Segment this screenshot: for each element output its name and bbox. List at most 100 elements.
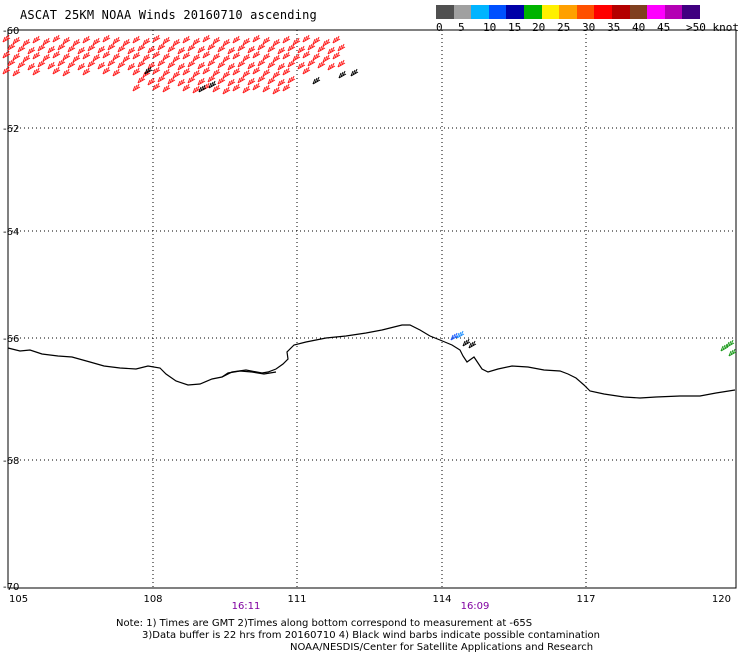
wind-barb [197, 45, 206, 54]
wind-speed-color-legend [436, 5, 700, 19]
wind-barb [162, 36, 171, 45]
wind-barb [147, 77, 156, 86]
wind-barb [462, 338, 471, 347]
wind-barb [222, 86, 231, 95]
wind-barb [272, 70, 281, 79]
wind-barb [142, 37, 151, 46]
wind-barb [728, 348, 737, 357]
wind-barb [332, 51, 341, 60]
wind-barb [272, 54, 281, 63]
wind-barb [212, 36, 221, 45]
longitude-label: 120 [712, 594, 731, 605]
wind-barb [207, 74, 216, 83]
wind-barb [317, 60, 326, 69]
wind-barb [7, 42, 16, 51]
wind-barb [7, 58, 16, 67]
wind-barb [237, 43, 246, 52]
wind-barb [82, 51, 91, 60]
latitude-label: -64 [3, 227, 19, 238]
legend-label: 0 [436, 21, 443, 34]
wind-barb [208, 80, 217, 89]
wind-barb [182, 35, 191, 44]
wind-barb [172, 38, 181, 47]
wind-barb [277, 62, 286, 71]
wind-barb [12, 36, 21, 45]
wind-barb [197, 77, 206, 86]
coastline-inlet [221, 370, 277, 378]
wind-barb [287, 59, 296, 68]
wind-barb [322, 54, 331, 63]
wind-barb [42, 37, 51, 46]
wind-barb [292, 53, 301, 62]
legend-label: 15 [508, 21, 522, 34]
wind-barb [82, 67, 91, 76]
legend-swatch [488, 5, 507, 19]
wind-barb [157, 58, 166, 67]
wind-barb [192, 53, 201, 62]
longitude-labels: 105 108 111 114 117 120 [9, 594, 731, 605]
wind-barb [72, 38, 81, 47]
wind-barb [152, 50, 161, 59]
wind-barb [2, 34, 11, 43]
note-line-1: Note: 1) Times are GMT 2)Times along bot… [116, 618, 533, 629]
wind-barb [157, 42, 166, 51]
wind-barb [27, 62, 36, 71]
wind-barb [167, 44, 176, 53]
wind-barb [202, 66, 211, 75]
wind-barb [252, 82, 261, 91]
wind-barb [187, 59, 196, 68]
legend-label: 5 [458, 21, 465, 34]
wind-barb [297, 61, 306, 70]
legend-label: 20 [532, 21, 546, 34]
wind-barb [22, 38, 31, 47]
wind-barb [152, 66, 161, 75]
longitude-label: 114 [432, 594, 451, 605]
wind-barb [272, 86, 281, 95]
wind-barb [107, 42, 116, 51]
wind-barb [257, 58, 266, 67]
wind-barb [157, 74, 166, 83]
wind-speed-legend-labels: 0 5 10 15 20 25 30 35 40 45 >50 knots [436, 21, 740, 35]
wind-barb [242, 37, 251, 46]
wind-barb [122, 38, 131, 47]
wind-barb [132, 67, 141, 76]
legend-label: 35 [607, 21, 621, 34]
wind-barb [197, 61, 206, 70]
legend-label: 30 [582, 21, 596, 34]
wind-barb [77, 46, 86, 55]
wind-barb [182, 67, 191, 76]
wind-barb [468, 340, 477, 349]
wind-barb [87, 43, 96, 52]
wind-barb [177, 62, 186, 71]
wind-barb [242, 69, 251, 78]
wind-barb [17, 44, 26, 53]
longitude-label: 105 [9, 594, 28, 605]
wind-barb [122, 54, 131, 63]
time-label-1609: 16:09 [461, 601, 490, 612]
wind-barb [162, 68, 171, 77]
wind-barb [117, 44, 126, 53]
wind-barb [182, 51, 191, 60]
wind-barb [287, 43, 296, 52]
wind-barb [47, 61, 56, 70]
wind-barb [262, 52, 271, 61]
wind-barb [222, 54, 231, 63]
legend-label: 40 [632, 21, 646, 34]
wind-barb [97, 61, 106, 70]
wind-barb [282, 67, 291, 76]
wind-barb [177, 46, 186, 55]
wind-barb [2, 50, 11, 59]
legend-swatch [506, 5, 524, 19]
wind-barb [198, 84, 207, 93]
wind-barb [107, 58, 116, 67]
wind-barb [57, 58, 66, 67]
wind-barb [162, 84, 171, 93]
wind-barb [267, 44, 276, 53]
legend-swatch [594, 5, 612, 19]
wind-barb [187, 75, 196, 84]
legend-swatch [436, 5, 454, 19]
latitude-label: -66 [3, 334, 19, 345]
wind-barb [222, 38, 231, 47]
wind-barb [307, 42, 316, 51]
wind-barb [152, 82, 161, 91]
